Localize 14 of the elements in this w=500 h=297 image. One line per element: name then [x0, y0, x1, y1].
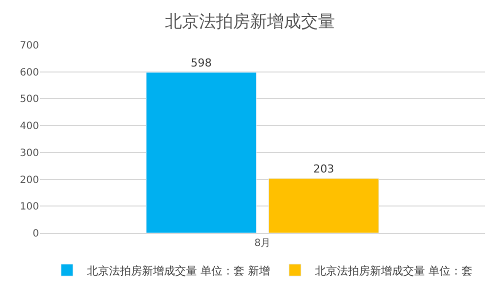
y-tick-label: 0: [32, 228, 39, 240]
chart-title: 北京法拍房新增成交量: [165, 12, 335, 32]
data-label: 598: [190, 56, 212, 70]
y-tick-label: 700: [20, 40, 39, 52]
y-tick-label: 600: [20, 67, 39, 78]
y-tick-label: 500: [20, 94, 39, 106]
legend-label: 北京法拍房新增成交量 单位：套: [315, 264, 472, 278]
y-tick-label: 400: [20, 121, 39, 132]
data-label: 203: [313, 162, 334, 176]
legend-label: 北京法拍房新增成交量 单位：套 新增: [87, 264, 270, 278]
y-tick-label: 100: [20, 202, 39, 213]
y-tick-label: 200: [20, 174, 39, 186]
x-tick-label: 8月: [254, 238, 271, 249]
y-tick-label: 300: [20, 148, 39, 159]
